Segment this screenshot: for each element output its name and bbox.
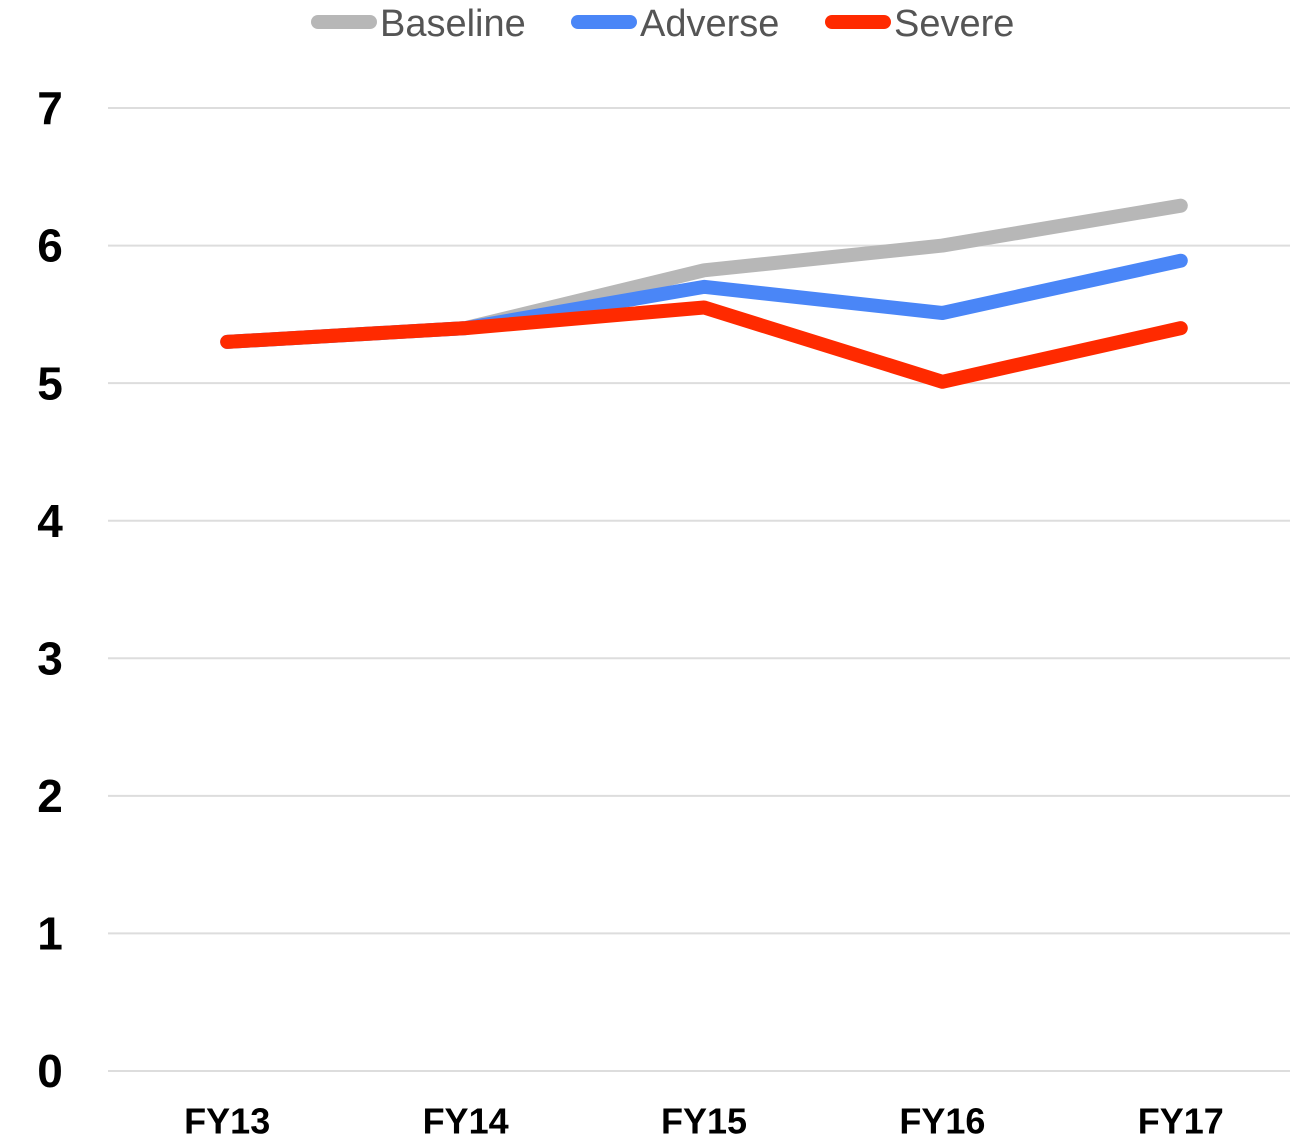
y-tick-label: 5 <box>37 357 63 409</box>
x-tick-label: FY17 <box>1138 1101 1224 1142</box>
series-line <box>220 300 1188 389</box>
y-tick-label: 2 <box>37 770 63 822</box>
legend-label: Severe <box>894 3 1014 45</box>
y-tick-label: 1 <box>37 908 63 960</box>
y-tick-label: 3 <box>37 632 63 684</box>
y-tick-label: 4 <box>37 495 63 547</box>
series-line <box>220 198 1188 349</box>
x-tick-label: FY14 <box>423 1101 509 1142</box>
x-tick-label: FY15 <box>661 1101 747 1142</box>
x-tick-label: FY16 <box>899 1101 985 1142</box>
legend-label: Adverse <box>640 3 779 45</box>
y-tick-label: 6 <box>37 220 63 272</box>
legend-label: Baseline <box>380 3 526 45</box>
y-tick-label: 0 <box>37 1045 63 1097</box>
x-tick-label: FY13 <box>184 1101 270 1142</box>
y-tick-label: 7 <box>37 82 63 134</box>
